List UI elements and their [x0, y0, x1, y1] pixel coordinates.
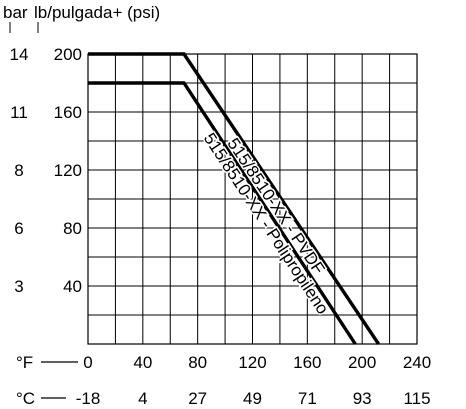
bar-axis-title: bar — [3, 3, 28, 22]
y-tick-bar-label: 11 — [10, 103, 28, 122]
y-tick-bar-label: 8 — [14, 161, 23, 180]
x-tick-c-label: 4 — [138, 389, 147, 408]
x-tick-c-label: 49 — [243, 389, 262, 408]
x-tick-f-label: 200 — [348, 353, 376, 372]
x-tick-f-label: 120 — [238, 353, 266, 372]
axis-tick-labels: 200 14 160 11 120 8 80 6 40 3 0 -18 40 4 80 27 120 49 160 7… — [10, 45, 432, 408]
y-tick-bar-label: 6 — [14, 219, 23, 238]
x-tick-c-label: -18 — [76, 389, 101, 408]
x-tick-f-label: 40 — [133, 353, 152, 372]
psi-axis-title: lb/pulgada+ (psi) — [34, 3, 160, 22]
x-tick-f-label: 160 — [293, 353, 321, 372]
x-tick-c-label: 115 — [403, 389, 430, 408]
y-tick-psi-label: 40 — [63, 277, 82, 296]
series-line-polipropileno — [88, 81, 357, 345]
y-tick-psi-label: 160 — [54, 103, 82, 122]
x-tick-c-label: 27 — [188, 389, 207, 408]
y-tick-psi-label: 80 — [63, 219, 82, 238]
x-tick-f-label: 0 — [83, 353, 92, 372]
series-line-pvdf — [88, 52, 381, 345]
fahrenheit-axis-title: °F — [16, 353, 33, 372]
celsius-axis-title: °C — [16, 389, 35, 408]
y-tick-bar-label: 14 — [10, 45, 29, 64]
x-tick-f-label: 240 — [403, 353, 431, 372]
x-tick-f-label: 80 — [188, 353, 207, 372]
y-tick-bar-label: 3 — [14, 277, 23, 296]
series-label-polipropileno: 515/8510-XX - Polipropileno — [200, 129, 333, 317]
plot-frame — [87, 53, 418, 345]
y-tick-psi-label: 200 — [54, 45, 82, 64]
series-label-pvdf: 515/8510-XX - PVDF — [223, 135, 328, 278]
x-tick-c-label: 71 — [298, 389, 317, 408]
y-tick-psi-label: 120 — [54, 161, 82, 180]
x-tick-c-label: 93 — [353, 389, 372, 408]
